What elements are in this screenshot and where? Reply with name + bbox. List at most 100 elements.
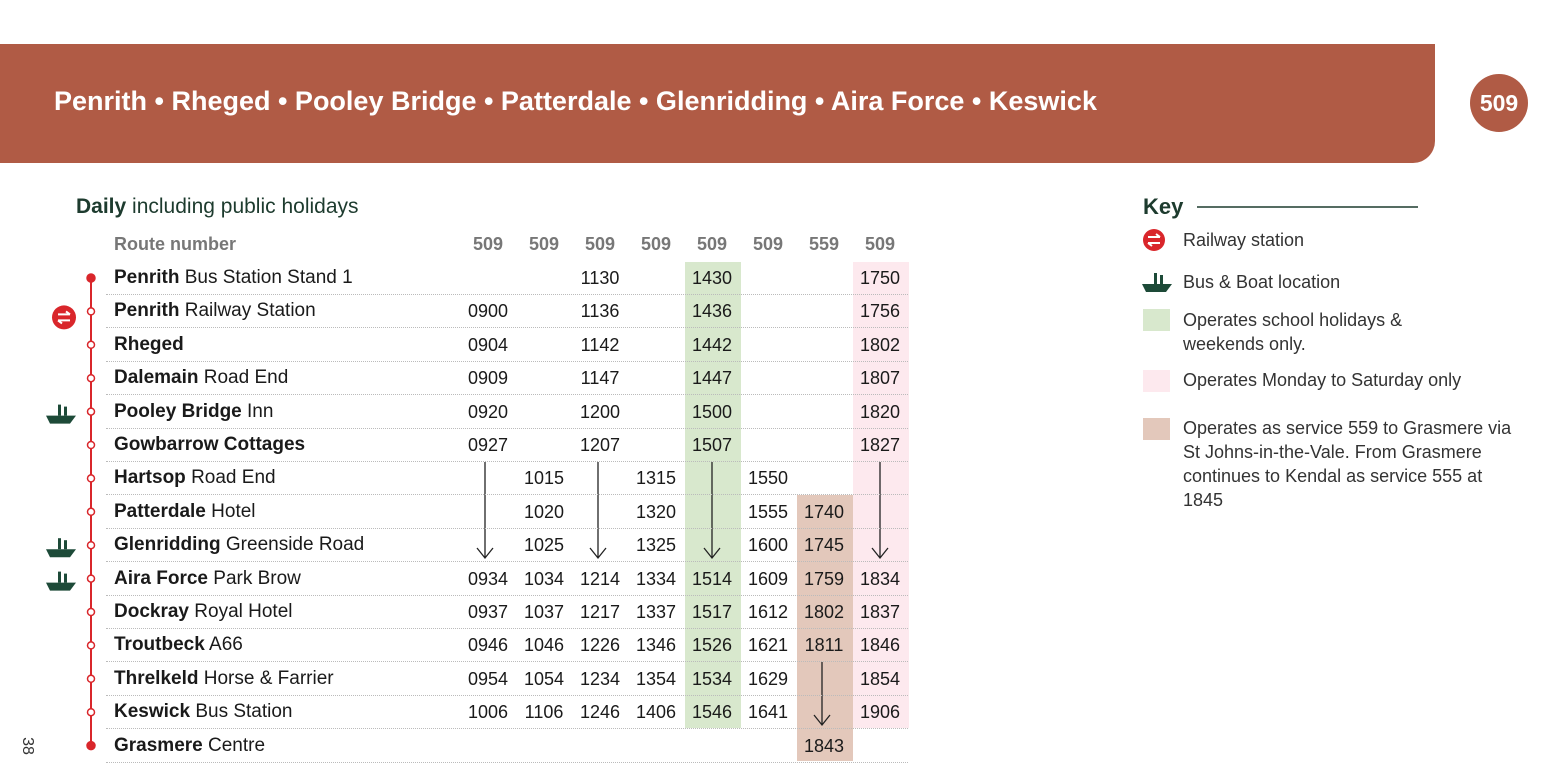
time: 1550 bbox=[747, 468, 789, 489]
stop-dot bbox=[86, 740, 96, 751]
time: 1609 bbox=[747, 568, 789, 589]
time: 1246 bbox=[579, 702, 621, 723]
stop-rest: Hotel bbox=[211, 500, 256, 522]
key-item: Operates Monday to Saturday only bbox=[1183, 370, 1462, 390]
stop-name: Threlkeld Horse & Farrier bbox=[114, 668, 334, 690]
stop-dot bbox=[86, 674, 96, 684]
stop-dot bbox=[86, 273, 96, 283]
time: 1612 bbox=[747, 602, 789, 622]
stop-name: Gowbarrow Cottages bbox=[114, 434, 305, 456]
time: 1846 bbox=[859, 635, 901, 656]
time: 1546 bbox=[691, 702, 733, 723]
time: 1054 bbox=[523, 668, 565, 689]
time: 0937 bbox=[467, 602, 509, 622]
stop-bold: Rheged bbox=[114, 333, 184, 355]
time: 1906 bbox=[859, 702, 901, 723]
time: 1514 bbox=[691, 568, 733, 589]
time: 0954 bbox=[467, 668, 509, 689]
route-number: 509 bbox=[640, 234, 672, 254]
time: 1214 bbox=[579, 568, 621, 589]
route-label: Route number bbox=[114, 234, 237, 254]
key-item: Railway station bbox=[1183, 230, 1305, 250]
stop-rest: Road End bbox=[191, 467, 276, 489]
key-item: Operates school holidays & weekends only… bbox=[1183, 310, 1403, 354]
route-badge: 509 bbox=[1470, 74, 1528, 132]
time: 1802 bbox=[859, 334, 901, 355]
row-separator bbox=[106, 628, 908, 629]
stop-rest: Bus Station Stand 1 bbox=[184, 267, 353, 288]
time: 1759 bbox=[803, 568, 845, 589]
stop-name: Troutbeck A66 bbox=[114, 634, 243, 656]
key-item: Bus & Boat location bbox=[1183, 272, 1341, 292]
row-separator bbox=[106, 494, 908, 496]
time: 1315 bbox=[635, 468, 677, 489]
time: 1046 bbox=[523, 635, 565, 656]
stop-bold: Patterdale bbox=[114, 500, 206, 522]
stop-name: Glenridding Greenside Road bbox=[114, 534, 364, 556]
time: 0909 bbox=[467, 368, 509, 389]
key-item: Operates as service 559 to Grasmere via … bbox=[1183, 418, 1512, 510]
stop-name: Hartsop Road End bbox=[114, 467, 276, 489]
row-separator bbox=[106, 728, 908, 730]
time: 1807 bbox=[859, 368, 901, 389]
boat-icon bbox=[46, 571, 76, 591]
time: 1526 bbox=[691, 635, 733, 656]
stop-dot bbox=[86, 540, 96, 550]
time: 1843 bbox=[803, 735, 845, 756]
time: 1442 bbox=[691, 334, 733, 355]
stop-rest: A66 bbox=[209, 634, 243, 656]
row-separator bbox=[106, 427, 908, 429]
time: 1534 bbox=[691, 668, 733, 689]
time: 1025 bbox=[523, 535, 565, 556]
stop-rest: Park Brow bbox=[213, 567, 301, 589]
time: 1641 bbox=[747, 702, 789, 723]
key-swatch bbox=[1143, 418, 1170, 440]
time: 1500 bbox=[691, 401, 733, 422]
time: 1106 bbox=[524, 702, 564, 723]
time: 1334 bbox=[635, 568, 677, 589]
time: 1226 bbox=[579, 635, 621, 656]
time: 1745 bbox=[803, 535, 845, 556]
stop-name: Dalemain Road End bbox=[114, 367, 288, 389]
time: 1346 bbox=[635, 635, 677, 656]
row-separator bbox=[106, 527, 908, 529]
row-separator bbox=[106, 761, 908, 763]
stop-bold: Troutbeck bbox=[114, 634, 205, 656]
time: 1136 bbox=[580, 301, 620, 322]
stop-dot bbox=[86, 474, 96, 483]
stop-dot bbox=[86, 641, 96, 650]
stop-dot bbox=[86, 373, 96, 383]
stop-rest: Horse & Farrier bbox=[203, 667, 334, 689]
row-separator bbox=[106, 694, 908, 696]
stop-bold: Pooley Bridge bbox=[114, 400, 242, 422]
route-number: 509 bbox=[472, 234, 504, 254]
time: 1037 bbox=[523, 602, 565, 622]
time: 0904 bbox=[467, 334, 509, 355]
boat-icon bbox=[46, 404, 76, 424]
row-separator bbox=[106, 594, 908, 596]
stop-name: Aira Force Park Brow bbox=[114, 568, 301, 590]
time: 1837 bbox=[859, 602, 901, 622]
route-number: 509 bbox=[528, 234, 560, 254]
stop-name: Pooley Bridge Inn bbox=[114, 401, 273, 423]
time: 1320 bbox=[635, 501, 677, 522]
time: 1020 bbox=[523, 501, 565, 522]
key-swatch bbox=[1143, 370, 1170, 392]
time: 1034 bbox=[523, 568, 565, 589]
time: 1820 bbox=[859, 401, 901, 422]
time: 1147 bbox=[580, 368, 620, 389]
stop-dot bbox=[86, 507, 96, 517]
stop-bold: Dalemain bbox=[114, 367, 199, 389]
stop-dot bbox=[86, 307, 96, 316]
time: 1436 bbox=[691, 301, 733, 322]
time: 1234 bbox=[579, 668, 621, 689]
time: 0920 bbox=[467, 401, 509, 422]
key-title: Key bbox=[1143, 194, 1184, 219]
time: 1629 bbox=[747, 668, 789, 689]
page-number: 38 bbox=[18, 737, 36, 755]
route-number: 509 bbox=[864, 234, 896, 254]
row-separator bbox=[106, 661, 908, 663]
stop-name: Keswick Bus Station bbox=[114, 701, 293, 723]
stop-bold: Hartsop bbox=[114, 467, 186, 489]
